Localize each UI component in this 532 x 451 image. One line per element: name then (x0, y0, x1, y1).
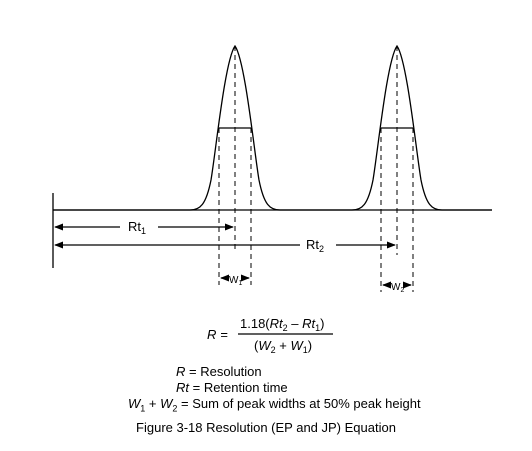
figure-caption: Figure 3-18 Resolution (EP and JP) Equat… (136, 420, 396, 435)
definition-peak-widths: W1 + W2 = Sum of peak widths at 50% peak… (128, 396, 421, 414)
equation-numerator: 1.18(Rt2 – Rt1) (240, 316, 324, 333)
rt2-label: Rt2 (306, 237, 324, 254)
resolution-equation: R = 1.18(Rt2 – Rt1) (W2 + W1) (207, 316, 333, 355)
w1-label: W1 (229, 275, 242, 287)
definition-resolution: R = Resolution (176, 364, 262, 379)
w2-label: W2 (391, 282, 404, 294)
equation-lhs: R = (207, 327, 228, 342)
equation-denominator: (W2 + W1) (254, 338, 312, 355)
definition-retention-time: Rt = Retention time (176, 380, 288, 395)
rt1-label: Rt1 (128, 219, 146, 236)
